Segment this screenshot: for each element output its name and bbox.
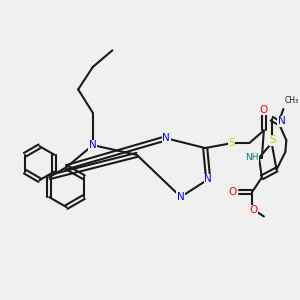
Text: CH₃: CH₃: [285, 96, 299, 105]
Text: O: O: [250, 205, 258, 215]
Text: O: O: [228, 187, 236, 197]
Text: NH: NH: [245, 153, 259, 162]
Text: S: S: [270, 135, 276, 145]
Text: O: O: [260, 105, 268, 115]
Text: N: N: [177, 192, 185, 202]
Text: S: S: [228, 138, 235, 148]
Text: N: N: [162, 133, 170, 143]
Text: N: N: [278, 116, 285, 126]
Text: N: N: [204, 174, 212, 184]
Text: N: N: [89, 140, 97, 150]
